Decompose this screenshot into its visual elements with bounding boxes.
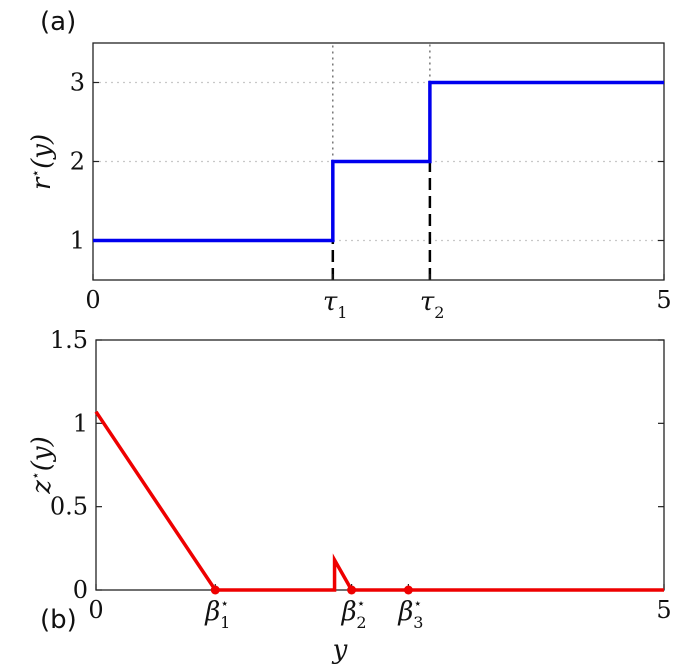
- panel-label: (b): [40, 605, 77, 635]
- y-axis-label-var: r: [27, 176, 57, 190]
- data-point: [403, 585, 413, 595]
- tick-subscript: 3: [413, 613, 423, 632]
- y-tick-label: 3: [70, 69, 85, 97]
- tick-subscript: 1: [220, 613, 230, 632]
- tick-superscript: ⋆: [413, 596, 422, 612]
- x-tick-label-symbol: β⋆ 2: [341, 596, 367, 632]
- y-axis-label: r⋆(y): [27, 134, 57, 190]
- x-tick-label: 0: [88, 596, 103, 624]
- x-tick-label: 0: [85, 286, 100, 314]
- x-axis-label: y: [332, 635, 348, 665]
- axes-box: [95, 339, 665, 591]
- tick-subscript: 2: [434, 303, 444, 322]
- x-tick-label-symbol: τ1: [323, 287, 348, 322]
- data-point: [347, 585, 357, 595]
- tick-symbol: τ: [420, 287, 435, 317]
- x-tick-label-symbol: β⋆ 1: [204, 596, 230, 632]
- tick-symbol: β: [341, 597, 357, 627]
- y-axis-label-var: z: [27, 480, 57, 495]
- tick-superscript: ⋆: [357, 596, 366, 612]
- tick-symbol: τ: [323, 287, 338, 317]
- tick-superscript: ⋆: [220, 596, 229, 612]
- tick-subscript: 1: [337, 303, 347, 322]
- series-line: [94, 410, 664, 592]
- y-axis-label-sup: ⋆: [28, 471, 44, 480]
- x-tick-label-symbol: τ2: [420, 287, 445, 322]
- tick-symbol: β: [204, 597, 220, 627]
- panel-label: (a): [40, 7, 76, 37]
- x-tick-label: 5: [656, 286, 671, 314]
- y-tick-label: 1: [70, 227, 85, 255]
- y-tick-label: 2: [70, 148, 85, 176]
- series-line: [93, 80, 664, 243]
- y-axis-label-sup: ⋆: [28, 169, 44, 178]
- x-tick-label-symbol: β⋆ 3: [397, 596, 423, 632]
- tick-subscript: 2: [356, 613, 366, 632]
- tick-symbol: β: [397, 597, 413, 627]
- y-axis-label: z⋆(y): [27, 436, 57, 494]
- panel-b-plot: 00.511.50 5β⋆ 1 β⋆ 2 β⋆ 3(b)z⋆(y)y: [27, 326, 672, 665]
- x-tick-label: 5: [656, 596, 671, 624]
- y-axis-label-arg: (y): [27, 436, 57, 471]
- y-axis-label-arg: (y): [27, 134, 57, 169]
- y-tick-label: 1.5: [50, 326, 88, 354]
- y-tick-label: 0.5: [50, 493, 88, 521]
- y-tick-label: 0: [73, 576, 88, 604]
- data-point: [210, 585, 220, 595]
- y-tick-label: 1: [73, 409, 88, 437]
